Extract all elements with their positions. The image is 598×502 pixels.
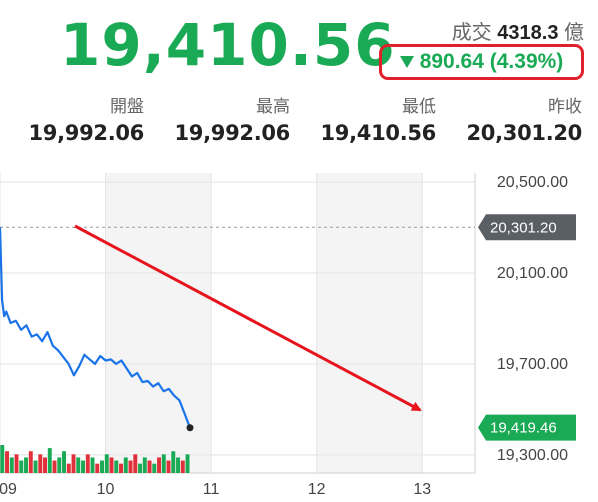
down-arrow-icon: [399, 56, 414, 68]
session-band-1: [316, 173, 423, 473]
x-tick-label-0: 09: [0, 481, 17, 498]
volume-bar-21: [100, 460, 104, 473]
volume-bar-37: [176, 457, 180, 473]
trend-annotation-arrow: [74, 224, 422, 412]
turnover-unit: 億: [564, 22, 584, 44]
x-tick-label-4: 13: [413, 481, 431, 498]
volume-bar-30: [142, 457, 147, 473]
stat-high-label: 最高: [256, 97, 290, 116]
stat-open-value: 19,992.06: [28, 121, 144, 145]
price-change-text: 890.64 (4.39%): [419, 50, 564, 73]
stat-low: 最低 19,410.56: [286, 96, 436, 148]
session-band-0: [105, 173, 212, 473]
stat-prev-close-value: 20,301.20: [466, 121, 582, 145]
y-tick-label-3: 19,300.00: [497, 447, 568, 464]
volume-bar-10: [47, 448, 52, 473]
volume-bar-25: [119, 463, 123, 473]
volume-bar-8: [38, 454, 43, 473]
last-price: 19,410.56: [60, 11, 396, 79]
stat-low-label: 最低: [402, 97, 436, 116]
volume-bar-28: [133, 454, 138, 473]
volume-bar-29: [138, 463, 142, 473]
volume-bar-23: [109, 457, 114, 473]
stat-low-value: 19,410.56: [320, 121, 436, 145]
stat-prev-close: 昨收 20,301.20: [432, 96, 582, 148]
volume-bar-5: [24, 457, 28, 473]
volume-bar-24: [114, 460, 119, 473]
volume-bar-18: [85, 454, 90, 473]
volume-bar-0: [0, 445, 5, 473]
series-last-point-0: [186, 424, 194, 432]
volume-bar-9: [43, 457, 47, 473]
prev-close-badge-shape: [478, 214, 576, 241]
x-tick-label-1: 10: [97, 481, 115, 498]
stat-high-value: 19,992.06: [174, 121, 290, 145]
volume-bar-11: [52, 460, 57, 473]
volume-bar-27: [128, 460, 133, 473]
volume-bar-36: [171, 451, 176, 473]
y-tick-label-1: 20,100.00: [497, 265, 568, 282]
volume-bar-3: [14, 454, 19, 473]
volume-bar-2: [9, 457, 14, 473]
volume-bar-15: [71, 454, 76, 473]
x-axis-ticks: 09 10 11 12 13: [0, 481, 431, 498]
last-price-badge-shape: [478, 414, 576, 441]
volume-bar-19: [90, 457, 95, 473]
volume-bar-6: [28, 451, 33, 473]
prev-close-badge-text: 20,301.20: [490, 219, 557, 236]
y-tick-label-0: 20,500.00: [497, 174, 568, 191]
x-tick-label-3: 12: [308, 481, 326, 498]
y-tick-label-2: 19,700.00: [497, 356, 568, 373]
price-series: [0, 227, 194, 432]
volume-bars: [0, 445, 190, 473]
price-change-box: 890.64 (4.39%): [379, 44, 584, 80]
price-badges: 20,301.20 19,419.46: [478, 214, 576, 441]
volume-bar-35: [166, 460, 171, 473]
intraday-chart: 20,500.00 20,100.00 19,700.00 19,300.00 09 1…: [0, 173, 576, 498]
volume-bar-7: [33, 460, 38, 473]
volume-bar-20: [95, 463, 100, 473]
volume-bar-13: [62, 451, 66, 473]
last-price-badge-text: 19,419.46: [490, 420, 557, 437]
volume-bar-34: [161, 454, 166, 473]
volume-bar-12: [57, 457, 62, 473]
x-tick-label-2: 11: [203, 481, 220, 498]
stat-prev-close-label: 昨收: [548, 97, 582, 116]
volume-bar-16: [76, 457, 81, 473]
stat-open: 開盤 19,992.06: [0, 96, 144, 148]
session-bands: [105, 173, 423, 473]
turnover-label: 成交: [451, 22, 492, 44]
volume-bar-32: [152, 463, 157, 473]
series-line-0: [0, 227, 192, 429]
turnover: 成交 4318.3 億: [452, 16, 584, 45]
volume-bar-14: [66, 463, 71, 473]
turnover-value: 4318.3: [497, 22, 559, 44]
y-axis-ticks: 20,500.00 20,100.00 19,700.00 19,300.00: [497, 174, 568, 464]
volume-bar-4: [19, 460, 24, 473]
volume-bar-22: [104, 454, 109, 473]
volume-bar-1: [5, 451, 9, 473]
stat-high: 最高 19,992.06: [140, 96, 290, 148]
volume-bar-38: [180, 460, 185, 473]
volume-bar-26: [123, 457, 128, 473]
volume-bar-33: [157, 457, 161, 473]
stat-open-label: 開盤: [110, 97, 144, 116]
volume-bar-31: [147, 460, 152, 473]
volume-bar-17: [81, 460, 85, 473]
volume-bar-39: [185, 454, 190, 473]
